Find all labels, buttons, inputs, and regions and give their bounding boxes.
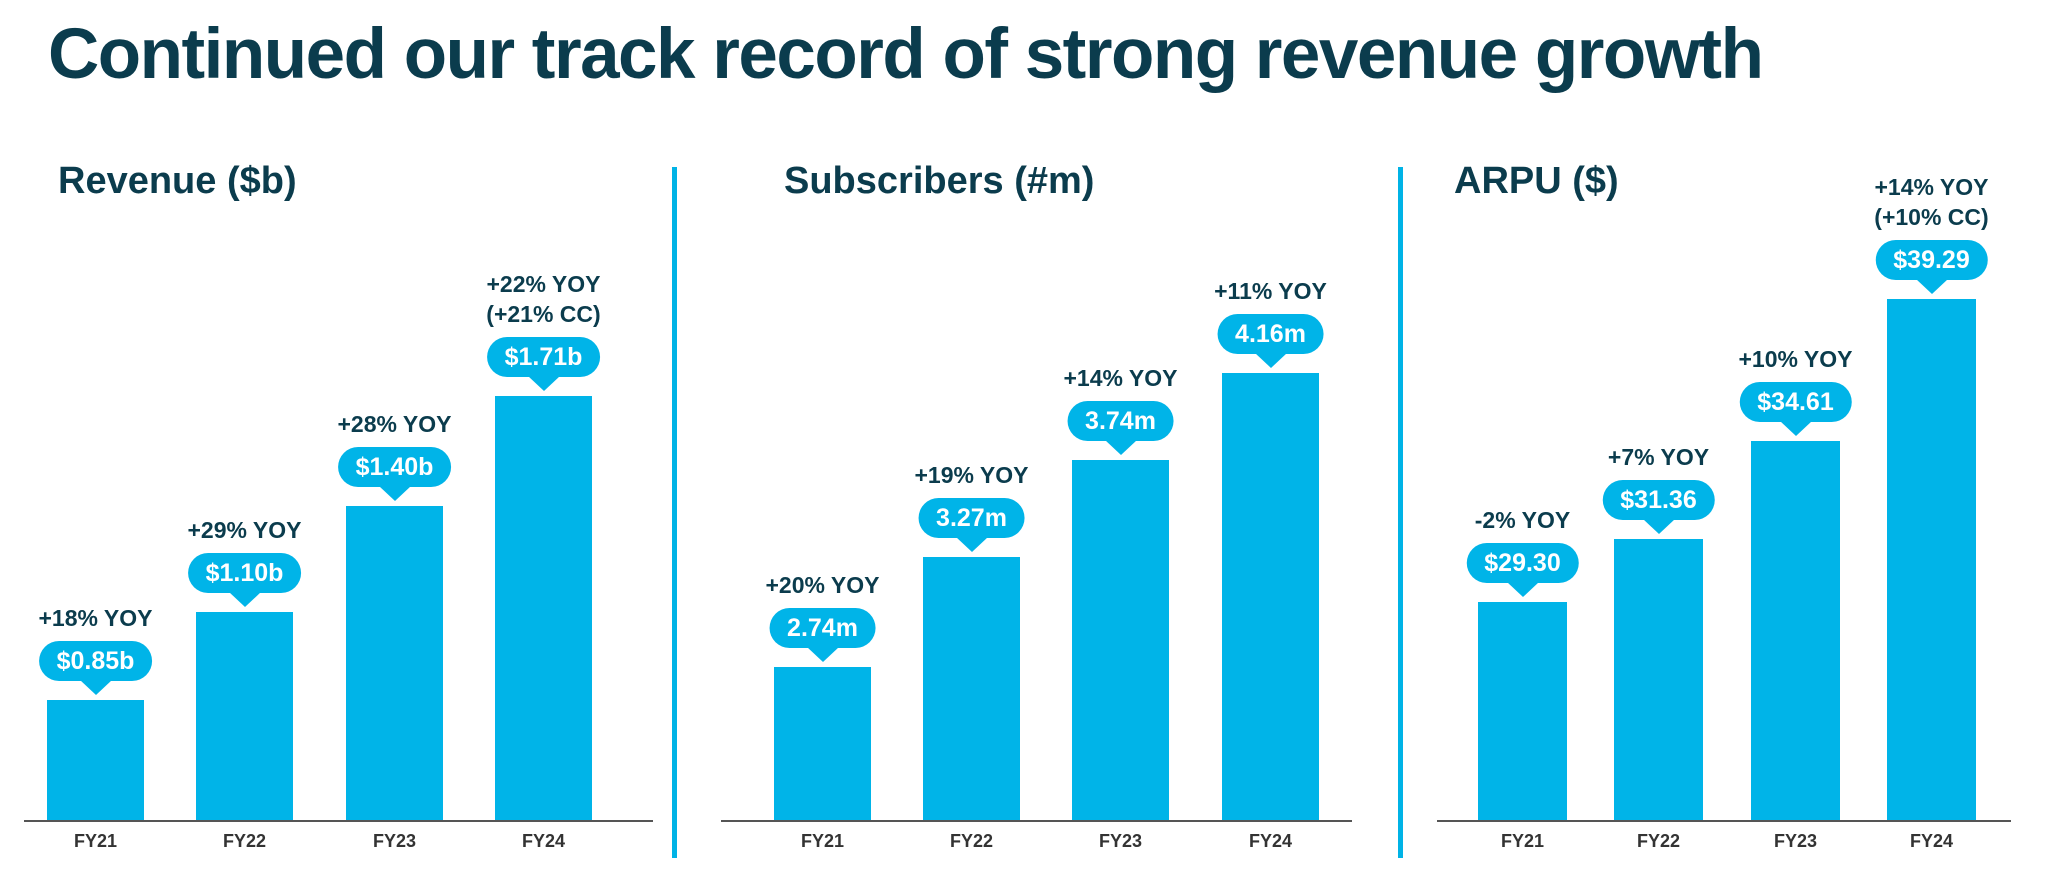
growth-annotation: +22% YOY (+21% CC) [486, 269, 600, 329]
arpu-bar [1478, 601, 1567, 820]
divider [672, 167, 677, 858]
subscribers-chart-title: Subscribers (#m) [784, 160, 1095, 202]
callout-pointer [378, 485, 411, 501]
value-label: $1.40b [337, 446, 452, 487]
growth-annotation: +18% YOY [38, 603, 152, 633]
revenue-chart-title: Revenue ($b) [58, 160, 297, 202]
growth-annotation: -2% YOY [1475, 505, 1570, 535]
x-tick-label: FY23 [372, 831, 417, 851]
callout-pointer [1104, 439, 1137, 455]
x-tick-label: FY23 [1098, 831, 1143, 851]
revenue-bar [196, 611, 293, 820]
growth-annotation-line: +14% YOY [1063, 364, 1178, 391]
x-tick-label: FY21 [73, 831, 118, 851]
x-tick-label: FY22 [1636, 831, 1681, 851]
callout-pointer [955, 537, 988, 553]
revenue-x-axis [24, 820, 653, 822]
growth-annotation-line: +20% YOY [765, 571, 880, 598]
value-label: 2.74m [769, 607, 876, 648]
growth-annotation: +29% YOY [187, 515, 301, 545]
arpu-chart-title: ARPU ($) [1454, 160, 1619, 202]
growth-annotation: +7% YOY [1608, 442, 1709, 472]
revenue-bar [346, 505, 443, 820]
growth-annotation-line: +29% YOY [187, 516, 302, 543]
subscribers-bar [774, 666, 871, 820]
growth-annotation: +19% YOY [914, 460, 1028, 490]
growth-annotation-line: +14% YOY [1874, 174, 1989, 201]
growth-annotation: +14% YOY (+10% CC) [1874, 172, 1988, 232]
page-title: Continued our track record of strong rev… [48, 15, 1764, 94]
x-tick-label: FY24 [1248, 831, 1293, 851]
x-tick-label: FY24 [1909, 831, 1954, 851]
growth-annotation-line: +11% YOY [1214, 277, 1327, 304]
value-label: 3.74m [1067, 400, 1174, 441]
growth-annotation: +28% YOY [337, 409, 451, 439]
arpu-bar [1887, 299, 1976, 820]
value-label: $1.10b [187, 552, 302, 593]
growth-annotation-line: +18% YOY [38, 604, 153, 631]
x-tick-label: FY23 [1773, 831, 1818, 851]
callout-pointer [1254, 352, 1287, 368]
x-tick-label: FY22 [949, 831, 994, 851]
value-label: 3.27m [918, 498, 1025, 539]
value-label: $34.61 [1739, 381, 1852, 422]
arpu-x-axis [1437, 820, 2011, 822]
callout-pointer [1642, 519, 1675, 535]
value-label: $31.36 [1602, 480, 1715, 521]
growth-annotation-line: (+10% CC) [1874, 204, 1989, 231]
arpu-bar [1751, 440, 1840, 820]
callout-pointer [79, 679, 112, 695]
value-label: $39.29 [1875, 240, 1988, 281]
x-tick-label: FY21 [800, 831, 845, 851]
growth-annotation: +20% YOY [765, 570, 879, 600]
x-tick-label: FY21 [1500, 831, 1545, 851]
growth-annotation-line: +10% YOY [1738, 345, 1853, 372]
value-label: $1.71b [486, 337, 601, 378]
growth-annotation: +14% YOY [1063, 363, 1177, 393]
subscribers-bar [1222, 372, 1319, 820]
growth-annotation-line: -2% YOY [1474, 506, 1571, 533]
callout-pointer [228, 591, 261, 607]
revenue-bar [495, 396, 592, 820]
growth-annotation-line: +28% YOY [337, 410, 452, 437]
arpu-bar [1614, 539, 1703, 820]
subscribers-bar [1072, 459, 1169, 820]
growth-annotation: +10% YOY [1738, 344, 1852, 374]
value-label: $0.85b [38, 640, 153, 681]
x-tick-label: FY22 [222, 831, 267, 851]
growth-annotation-line: +22% YOY [486, 271, 601, 298]
growth-annotation-line: +7% YOY [1607, 444, 1710, 471]
growth-annotation-line: (+21% CC) [486, 301, 601, 328]
callout-pointer [1779, 420, 1812, 436]
callout-pointer [1915, 279, 1948, 295]
subscribers-x-axis [721, 820, 1352, 822]
callout-pointer [1506, 581, 1539, 597]
value-label: 4.16m [1217, 313, 1324, 354]
x-tick-label: FY24 [521, 831, 566, 851]
divider [1398, 167, 1403, 858]
revenue-bar [47, 699, 144, 820]
subscribers-bar [923, 557, 1020, 820]
callout-pointer [527, 376, 560, 392]
value-label: $29.30 [1466, 542, 1579, 583]
callout-pointer [806, 646, 839, 662]
growth-annotation-line: +19% YOY [914, 462, 1029, 489]
growth-annotation: +11% YOY [1214, 276, 1327, 306]
